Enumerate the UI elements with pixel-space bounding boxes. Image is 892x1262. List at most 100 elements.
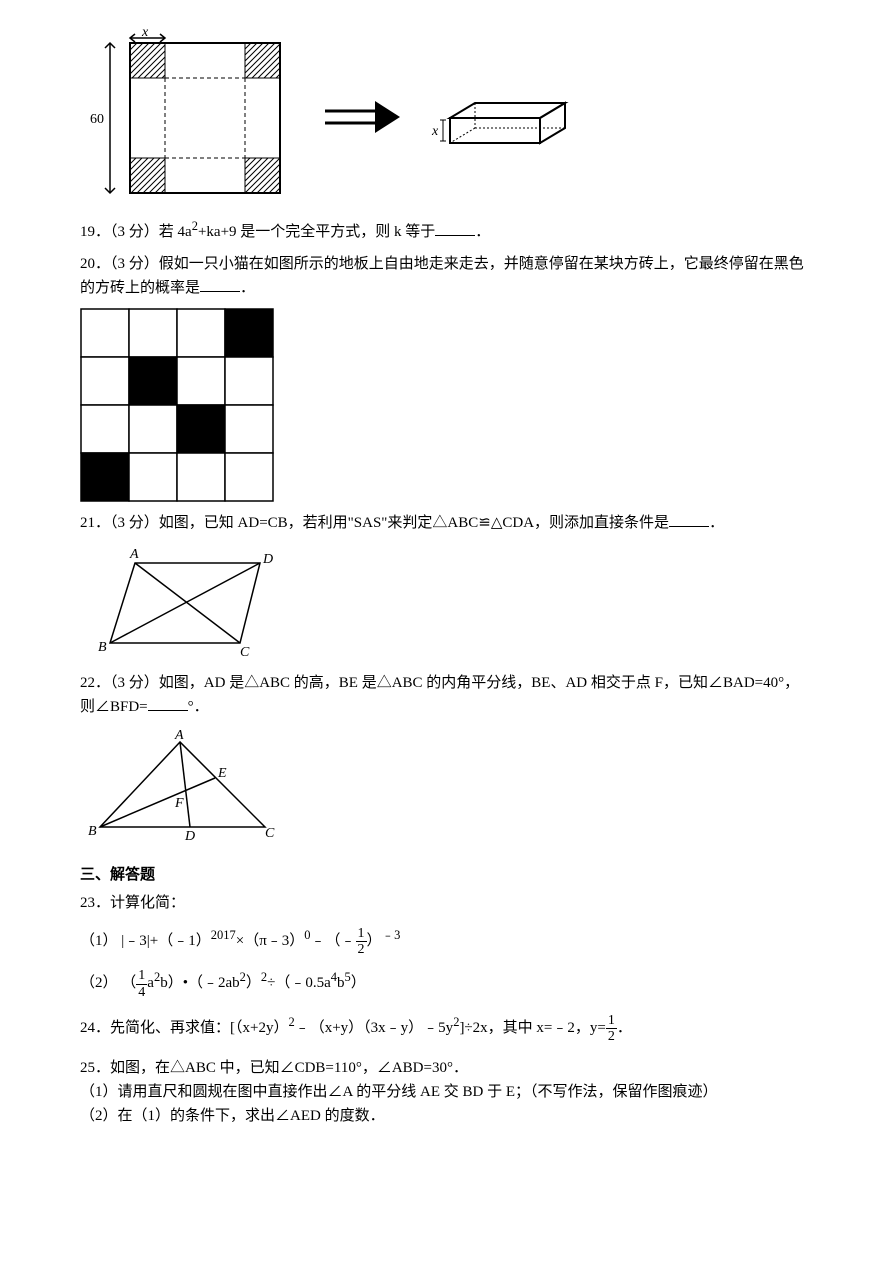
q21-blank (669, 512, 709, 527)
q22-points: （3 分） (110, 675, 159, 691)
q19-points: （3 分） (110, 224, 159, 240)
q23-p1-e3: ﹣（﹣ (311, 933, 356, 949)
q19-text-before: 若 4a (159, 224, 192, 240)
label-A: A (174, 728, 184, 743)
grid-cell (225, 453, 273, 501)
q23-p1-sup1: 2017 (211, 928, 236, 942)
q20-grid-figure (80, 308, 812, 503)
grid-cell (129, 309, 177, 357)
grid-svg (80, 308, 275, 503)
q23-title: 23．计算化简： (80, 891, 812, 915)
q19-blank (435, 221, 475, 236)
q25-part1: （1）请用直尺和圆规在图中直接作出∠A 的平分线 AE 交 BD 于 E；（不写… (80, 1080, 812, 1104)
grid-cell (225, 405, 273, 453)
q24-frac: 12 (606, 1013, 617, 1045)
grid-cell (177, 309, 225, 357)
q25-part2: （2）在（1）的条件下，求出∠AED 的度数． (80, 1104, 812, 1128)
arrow-icon (320, 93, 400, 143)
q21-parallelogram: A D B C (80, 543, 300, 663)
q18-box-diagram: x (420, 68, 590, 168)
q23-p2-e4: ） (246, 975, 261, 991)
label-D: D (262, 552, 273, 567)
question-23: 23．计算化简： （1） |﹣3|+（﹣1）2017×（π﹣3）0﹣（﹣12）﹣… (80, 891, 812, 1000)
q23-p1-fnum: 1 (356, 926, 367, 942)
q19-text-mid: +ka+9 是一个完全平方式，则 k 等于 (198, 224, 435, 240)
grid-cell (225, 309, 273, 357)
q23-p1-frac: 12 (356, 926, 367, 958)
q24-number: 24 (80, 1020, 95, 1036)
x-label: x (141, 28, 149, 40)
q21-points: （3 分） (110, 515, 159, 531)
q23-p2-fden: 4 (136, 985, 147, 1000)
q24-t2: ﹣（x+y）（3x﹣y）﹣5y (295, 1020, 453, 1036)
q25-number: 25 (80, 1060, 95, 1076)
box-x-label: x (431, 124, 439, 139)
q23-p2-fnum: 1 (136, 968, 147, 984)
question-22: 22．（3 分）如图，AD 是△ABC 的高，BE 是△ABC 的内角平分线，B… (80, 671, 812, 719)
grid-cell (81, 357, 129, 405)
height-label: 60 (90, 112, 104, 127)
label-D: D (184, 829, 195, 844)
q23-p1-e4: ） (367, 933, 382, 949)
grid-cell (177, 357, 225, 405)
q23-title-text: ．计算化简： (95, 895, 185, 911)
label-F: F (174, 796, 184, 811)
q22-blank (148, 696, 188, 711)
q23-p1-label: （1） (80, 933, 118, 949)
q23-p2-e1: （ (121, 975, 136, 991)
q23-part1: （1） |﹣3|+（﹣1）2017×（π﹣3）0﹣（﹣12）﹣3 (80, 925, 812, 957)
q23-p2-e6: b (337, 975, 345, 991)
label-B: B (98, 640, 107, 655)
label-A: A (129, 547, 139, 562)
q22-after: °． (188, 699, 209, 715)
grid-cell (81, 453, 129, 501)
q23-p1-fden: 2 (356, 942, 367, 957)
q22-figure: A B C D E F (80, 727, 812, 847)
q20-blank (200, 277, 240, 292)
q21-number: 21 (80, 515, 95, 531)
q18-square-diagram: 60 x (80, 28, 300, 208)
question-25: 25．如图，在△ABC 中，已知∠CDB=110°，∠ABD=30°． （1）请… (80, 1056, 812, 1128)
q20-number: 20 (80, 256, 95, 272)
grid-cell (81, 405, 129, 453)
q23-p2-e5: ÷（﹣0.5a (267, 975, 331, 991)
q23-p1-e2: ×（π﹣3） (236, 933, 305, 949)
grid-cell (129, 453, 177, 501)
q19-after: ． (475, 224, 490, 240)
q22-triangle: A B C D E F (80, 727, 290, 847)
q24-t4: ． (617, 1020, 632, 1036)
question-19: 19．（3 分）若 4a2+ka+9 是一个完全平方式，则 k 等于． (80, 216, 812, 244)
label-E: E (217, 766, 227, 781)
q21-after: ． (709, 515, 724, 531)
q23-p2-label: （2） (80, 975, 118, 991)
q24-t3: ]÷2x，其中 x=﹣2，y= (459, 1020, 605, 1036)
q23-number: 23 (80, 895, 95, 911)
q22-number: 22 (80, 675, 95, 691)
q23-p2-e3: b）•（﹣2ab (160, 975, 239, 991)
section-3-header: 三、解答题 (80, 863, 812, 887)
q24-t1: ．先简化、再求值：[（x+2y） (95, 1020, 288, 1036)
question-21: 21 ． （3 分）如图，已知 AD=CB，若利用"SAS"来判定△ABC≌△CDA… (80, 511, 812, 535)
q24-fden: 2 (606, 1029, 617, 1044)
label-B: B (88, 824, 97, 839)
label-C: C (265, 826, 275, 841)
label-C: C (240, 645, 250, 660)
grid-cell (177, 405, 225, 453)
grid-cell (225, 357, 273, 405)
q21-text: 如图，已知 AD=CB，若利用"SAS"来判定△ABC≌△CDA，则添加直接条件… (159, 515, 669, 531)
grid-cell (81, 309, 129, 357)
q21-figure: A D B C (80, 543, 812, 663)
q19-number: 19 (80, 224, 95, 240)
grid-cell (129, 357, 177, 405)
q23-part2: （2） （14a2b）•（﹣2ab2）2÷（﹣0.5a4b5） (80, 967, 812, 999)
q23-p2-e7: ） (351, 975, 366, 991)
q20-after: ． (240, 280, 255, 296)
question-24: 24．先简化、再求值：[（x+2y）2﹣（x+y）（3x﹣y）﹣5y2]÷2x，… (80, 1012, 812, 1044)
grid-cell (129, 405, 177, 453)
q18-figure: 60 x x (80, 28, 812, 208)
q24-fnum: 1 (606, 1013, 617, 1029)
q23-p1-sup3: ﹣3 (382, 928, 401, 942)
question-20: 20．（3 分）假如一只小猫在如图所示的地板上自由地走来走去，并随意停留在某块方… (80, 252, 812, 300)
q20-points: （3 分） (110, 256, 159, 272)
q25-text: ．如图，在△ABC 中，已知∠CDB=110°，∠ABD=30°． (95, 1060, 468, 1076)
